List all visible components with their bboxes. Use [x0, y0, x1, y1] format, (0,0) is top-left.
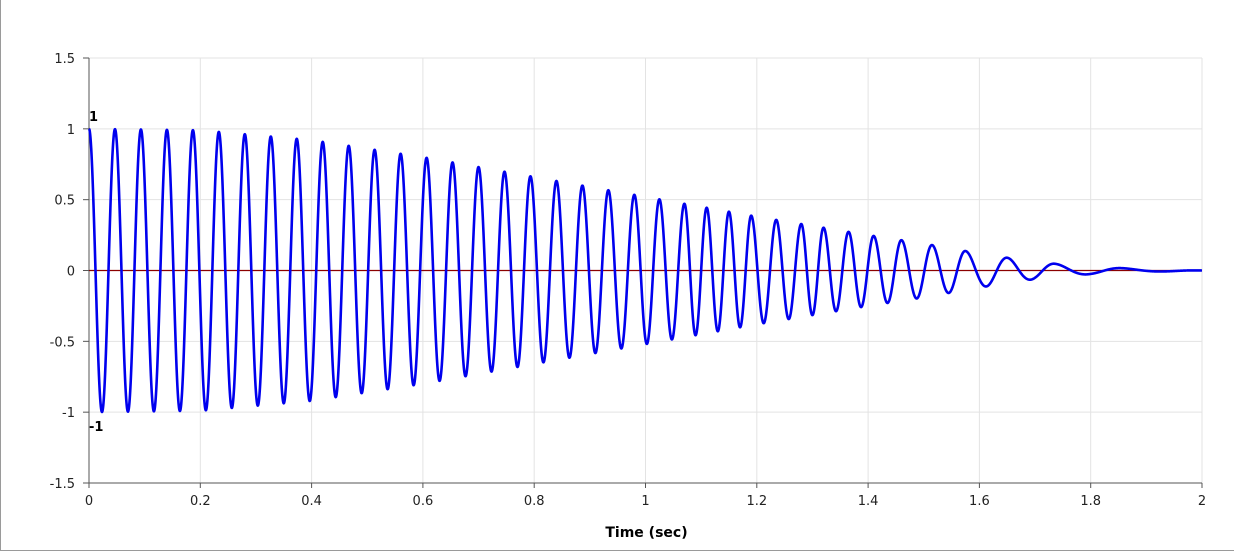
series-layer — [87, 127, 1204, 414]
x-tick-labels: 0 0.2 0.4 0.6 0.8 1 1.2 1.4 1.6 1.8 2 — [85, 494, 1206, 509]
annotations: 1 -1 — [89, 110, 103, 435]
y-tick-label: 0.5 — [54, 194, 75, 209]
x-tick-label: 1.4 — [858, 494, 879, 509]
y-tick-label: 1.5 — [54, 52, 75, 67]
annotation-label: -1 — [89, 420, 103, 435]
x-tick-label: 0 — [85, 494, 93, 509]
x-tick-label: 0.8 — [524, 494, 545, 509]
y-tick-labels: 1.5 1 0.5 0 -0.5 -1 -1.5 — [50, 52, 75, 492]
x-tick-label: 1.8 — [1080, 494, 1101, 509]
x-tick-label: 1 — [641, 494, 649, 509]
y-tick-label: -1.5 — [50, 477, 75, 492]
y-tick-label: -1 — [62, 406, 75, 421]
annotation-label: 1 — [89, 110, 98, 125]
x-tick-label: 1.2 — [746, 494, 767, 509]
x-tick-label: 2 — [1198, 494, 1206, 509]
x-tick-label: 0.6 — [413, 494, 434, 509]
x-tick-label: 0.4 — [301, 494, 322, 509]
y-tick-label: 1 — [67, 123, 75, 138]
x-tick-label: 1.6 — [969, 494, 990, 509]
oscillation-line — [87, 127, 1204, 414]
y-tick-label: -0.5 — [50, 335, 75, 350]
y-tick-label: 0 — [67, 265, 75, 280]
x-tick-label: 0.2 — [190, 494, 211, 509]
x-axis-title: Time (sec) — [605, 525, 687, 541]
